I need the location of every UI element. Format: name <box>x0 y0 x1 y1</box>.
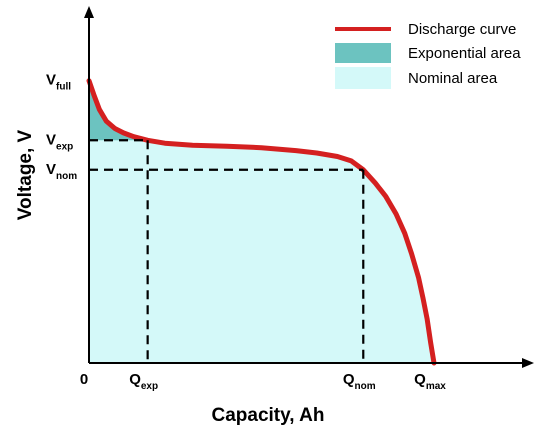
x-tick-qnom: Qnom <box>343 371 376 392</box>
legend-swatch-exponential-area <box>335 43 391 63</box>
y-tick-vexp: Vexp <box>46 131 73 152</box>
legend: Discharge curve Exponential area Nominal… <box>335 21 521 89</box>
x-tick-labels: 0 Qexp Qnom Qmax <box>80 371 446 392</box>
x-axis-arrowhead <box>522 358 534 368</box>
exponential-area-fill <box>89 80 148 141</box>
y-tick-vnom-sub: nom <box>56 171 77 182</box>
y-tick-vfull: Vfull <box>46 72 71 93</box>
x-tick-zero: 0 <box>80 371 88 388</box>
x-tick-qexp-main: Q <box>129 371 141 388</box>
y-tick-vexp-main: V <box>46 131 56 148</box>
legend-label-nominal-area: Nominal area <box>408 70 498 87</box>
legend-swatch-nominal-area <box>335 67 391 89</box>
y-tick-vnom: Vnom <box>46 161 77 182</box>
y-axis-arrowhead <box>84 6 94 18</box>
y-axis-title: Voltage, V <box>15 129 36 220</box>
x-axis-title: Capacity, Ah <box>212 405 325 426</box>
y-tick-vnom-main: V <box>46 161 56 178</box>
nominal-area-fill <box>89 80 434 363</box>
legend-label-discharge-curve: Discharge curve <box>408 21 516 38</box>
x-tick-qmax-main: Q <box>414 371 426 388</box>
y-tick-vexp-sub: exp <box>56 141 73 152</box>
reference-guides <box>89 139 365 363</box>
x-tick-qmax-sub: max <box>426 381 446 392</box>
x-tick-qnom-sub: nom <box>355 381 376 392</box>
x-tick-qmax: Qmax <box>414 371 446 392</box>
y-tick-vfull-sub: full <box>56 82 71 93</box>
discharge-curve-line <box>86 78 437 366</box>
x-tick-qexp: Qexp <box>129 371 158 392</box>
plot-area <box>86 78 437 366</box>
x-tick-qnom-main: Q <box>343 371 355 388</box>
x-tick-qexp-sub: exp <box>141 381 158 392</box>
y-tick-vfull-main: V <box>46 72 56 89</box>
axes <box>84 6 534 368</box>
legend-label-exponential-area: Exponential area <box>408 45 521 62</box>
x-tick-zero-main: 0 <box>80 371 88 388</box>
